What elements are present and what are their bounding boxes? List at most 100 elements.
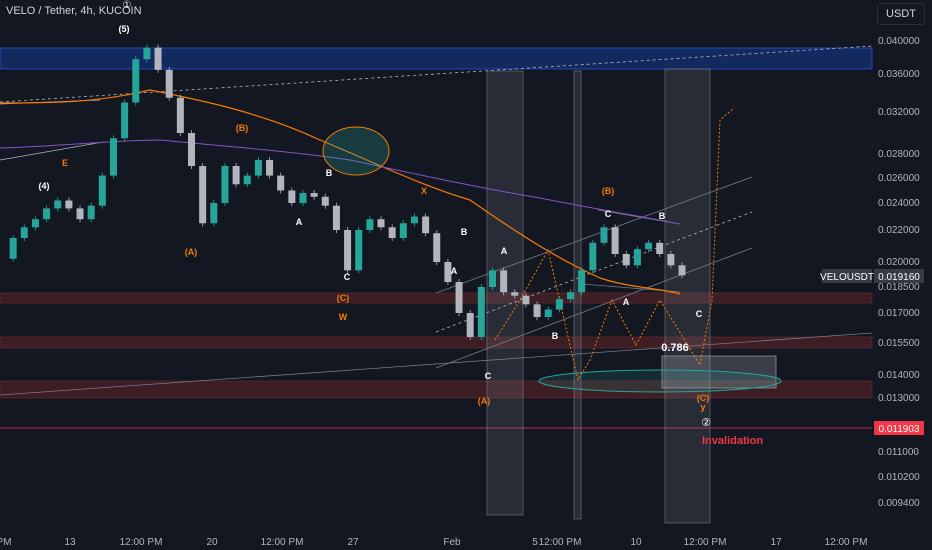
wave-label: A xyxy=(623,297,630,307)
candle-body xyxy=(199,166,207,224)
price-tick-label: 0.010200 xyxy=(878,472,920,483)
price-axis[interactable]: 0.040000 0.036000 0.032000 0.028000 0.026000… xyxy=(878,36,920,509)
candle-body xyxy=(355,230,363,271)
time-box-2 xyxy=(573,70,582,520)
candle-body xyxy=(533,304,541,317)
candle-body xyxy=(132,59,140,103)
wave-circle-label: ② xyxy=(701,417,711,429)
candle-body xyxy=(544,309,552,317)
candle-body xyxy=(388,227,396,238)
candle-body xyxy=(645,242,653,250)
wave-label: (5) xyxy=(119,24,130,34)
candle-body xyxy=(210,203,218,224)
candle-body xyxy=(555,299,563,310)
wave-label: C xyxy=(605,209,612,219)
candle-body xyxy=(87,205,95,220)
price-tick-label: 0.032000 xyxy=(878,107,920,118)
time-tick-label: 12:00 PM xyxy=(539,537,582,548)
candle-body xyxy=(232,166,240,185)
candle-body xyxy=(600,227,608,243)
wave-label: X xyxy=(421,186,427,196)
target-box xyxy=(661,355,777,389)
price-tick-label: 0.040000 xyxy=(878,36,920,47)
wave-label: B xyxy=(552,331,559,341)
candle-body xyxy=(9,238,17,259)
time-tick-label: Feb xyxy=(443,537,461,548)
candle-body xyxy=(578,270,586,293)
wave-label: W xyxy=(339,312,348,322)
currency-button[interactable]: USDT xyxy=(877,3,925,25)
symbol-tag xyxy=(822,269,872,283)
long-trendline xyxy=(0,332,873,396)
resistance-zone xyxy=(0,47,873,70)
time-tick-label: 12:00 PM xyxy=(261,537,304,548)
wave-label: B xyxy=(326,168,333,178)
candle-body xyxy=(143,47,151,60)
time-tick-label: 12:00 PM xyxy=(120,537,163,548)
support-zone-3 xyxy=(0,380,873,399)
candle-body xyxy=(310,193,318,197)
wave-label: A xyxy=(451,266,458,276)
orange-ma xyxy=(0,89,681,295)
invalidation-price-text: 0.011903 xyxy=(879,424,920,435)
candle-body xyxy=(165,69,173,98)
wave-label: (B) xyxy=(602,186,615,196)
candle-body xyxy=(656,242,664,254)
price-tick-label: 0.036000 xyxy=(878,69,920,80)
candle-body xyxy=(65,200,73,209)
wave-label: (A) xyxy=(185,247,198,257)
invalidation-price-tag xyxy=(874,421,924,435)
candle-body xyxy=(332,205,340,230)
chart-title: VELO / Tether, 4h, KUCOIN xyxy=(6,5,142,17)
price-tick-label: 0.026000 xyxy=(878,173,920,184)
candle-body xyxy=(667,254,675,266)
support-zone-1 xyxy=(0,292,873,304)
candle-body xyxy=(266,160,274,176)
price-tick-label: 0.015500 xyxy=(878,338,920,349)
candle-body xyxy=(567,292,575,300)
price-tick-label: 0.018500 xyxy=(878,282,920,293)
candle-body xyxy=(254,160,262,176)
wave-label: C xyxy=(696,309,703,319)
candle-body xyxy=(54,200,62,209)
candle-body xyxy=(109,138,117,176)
candle-body xyxy=(399,223,407,238)
candle-body xyxy=(488,270,496,287)
candle-body xyxy=(76,208,84,220)
price-tick-label: 0.022000 xyxy=(878,225,920,236)
time-tick-label: 5 xyxy=(532,537,538,548)
candle-body xyxy=(221,166,229,203)
last-price-text: 0.019160 xyxy=(878,272,920,283)
price-tick-label: 0.009400 xyxy=(878,498,920,509)
candle-body xyxy=(444,262,452,282)
candle-body xyxy=(422,216,430,234)
candle-body xyxy=(500,270,508,293)
time-tick-label: 12:00 PM xyxy=(825,537,868,548)
candle-body xyxy=(121,102,129,139)
wave-label: (A) xyxy=(478,396,491,406)
candle-body xyxy=(633,249,641,266)
candle-body xyxy=(98,175,106,206)
time-tick-label: 17 xyxy=(770,537,782,548)
candle-body xyxy=(678,265,686,276)
invalidation-label: Invalidation xyxy=(702,435,763,447)
candle-body xyxy=(20,227,28,238)
candle-body xyxy=(43,208,51,220)
time-tick-label: 20 xyxy=(206,537,218,548)
dashed-trendline xyxy=(0,45,873,103)
wave-label: C xyxy=(485,371,492,381)
price-tick-label: 0.014000 xyxy=(878,370,920,381)
channel-lower xyxy=(435,247,753,369)
candle-body xyxy=(522,295,530,305)
wave-label: B xyxy=(659,211,666,221)
time-tick-label: 13 xyxy=(64,537,76,548)
wave-label: (C) xyxy=(697,393,710,403)
candle-body xyxy=(277,175,285,191)
candle-body xyxy=(154,47,162,70)
time-tick-label: PM xyxy=(0,537,12,548)
candle-body xyxy=(344,230,352,271)
support-zone-2 xyxy=(0,336,873,349)
candle-body xyxy=(377,219,385,228)
